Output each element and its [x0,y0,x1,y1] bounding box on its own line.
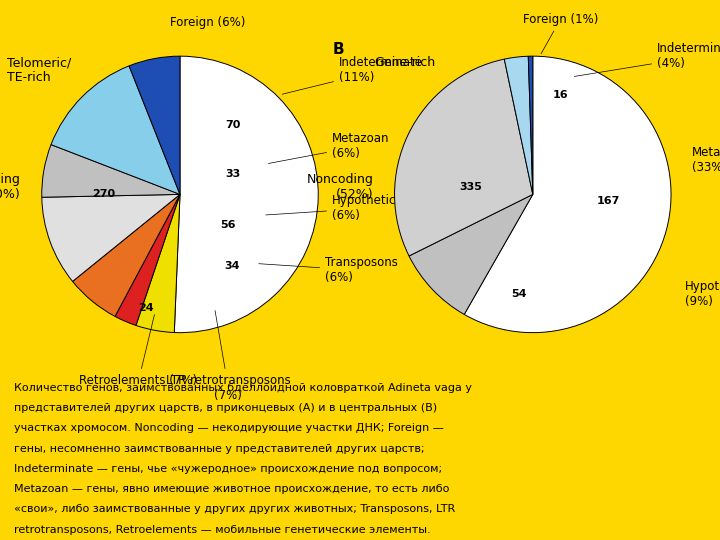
Text: 56: 56 [220,220,236,230]
Text: Количество генов, заимствованных бделлоидной коловраткой Adineta vaga у: Количество генов, заимствованных бделлои… [14,383,472,393]
Text: 3: 3 [536,68,544,78]
Text: 54: 54 [511,289,527,299]
Wedge shape [136,194,180,333]
Text: Gene-rich: Gene-rich [374,56,435,69]
Text: 270: 270 [92,190,115,199]
Text: Hypothetical
(9%): Hypothetical (9%) [685,280,720,308]
Text: 335: 335 [459,183,482,192]
Text: 70: 70 [225,120,240,130]
Text: Metazoan
(6%): Metazoan (6%) [269,132,390,164]
Text: Foreign (1%): Foreign (1%) [523,13,598,54]
Text: Indeterminate
(4%): Indeterminate (4%) [575,42,720,77]
Text: Indeterminate
(11%): Indeterminate (11%) [282,56,423,94]
Text: участках хромосом. Noncoding — некодирующие участки ДНК; Foreign —: участках хромосом. Noncoding — некодирую… [14,423,444,434]
Text: Noncoding
(52%): Noncoding (52%) [307,173,374,201]
Wedge shape [115,194,180,326]
Text: 34: 34 [225,261,240,271]
Wedge shape [528,56,533,194]
Text: Indeterminate — гены, чье «чужеродное» происхождение под вопросом;: Indeterminate — гены, чье «чужеродное» п… [14,464,442,474]
Text: Metazoan
(33%): Metazoan (33%) [692,146,720,174]
Text: B: B [333,42,344,57]
Wedge shape [395,59,533,256]
Wedge shape [129,56,180,194]
Text: LTR retrotransposons
(7%): LTR retrotransposons (7%) [166,310,291,402]
Wedge shape [73,194,180,316]
Wedge shape [409,194,533,314]
Wedge shape [42,194,180,281]
Text: Noncoding
(50%): Noncoding (50%) [0,173,21,201]
Text: Metazoan — гены, явно имеющие животное происхождение, то есть либо: Metazoan — гены, явно имеющие животное п… [14,484,450,494]
Wedge shape [504,56,533,194]
Text: retrotransposons, Retroelements — мобильные генетические элементы.: retrotransposons, Retroelements — мобиль… [14,525,431,535]
Text: представителей других царств, в приконцевых (А) и в центральных (В): представителей других царств, в приконце… [14,403,438,413]
Text: 167: 167 [597,197,621,206]
Wedge shape [174,56,318,333]
Text: 16: 16 [553,90,568,100]
Text: «свои», либо заимствованные у других других животных; Transposons, LTR: «свои», либо заимствованные у других дру… [14,504,456,515]
Text: 32: 32 [200,86,215,96]
Text: 33: 33 [225,168,240,179]
Text: 14: 14 [190,289,206,299]
Text: Telomeric/
TE-rich: Telomeric/ TE-rich [7,56,71,84]
Text: Transposons
(6%): Transposons (6%) [258,256,398,285]
Text: 24: 24 [138,303,153,313]
Text: Retroelements (7%): Retroelements (7%) [79,315,197,387]
Text: гены, несомненно заимствованные у представителей других царств;: гены, несомненно заимствованные у предст… [14,444,425,454]
Wedge shape [42,145,180,197]
Wedge shape [464,56,671,333]
Text: Hypothetical
(6%): Hypothetical (6%) [266,194,407,222]
Text: Foreign (6%): Foreign (6%) [170,16,246,29]
Wedge shape [51,66,180,194]
